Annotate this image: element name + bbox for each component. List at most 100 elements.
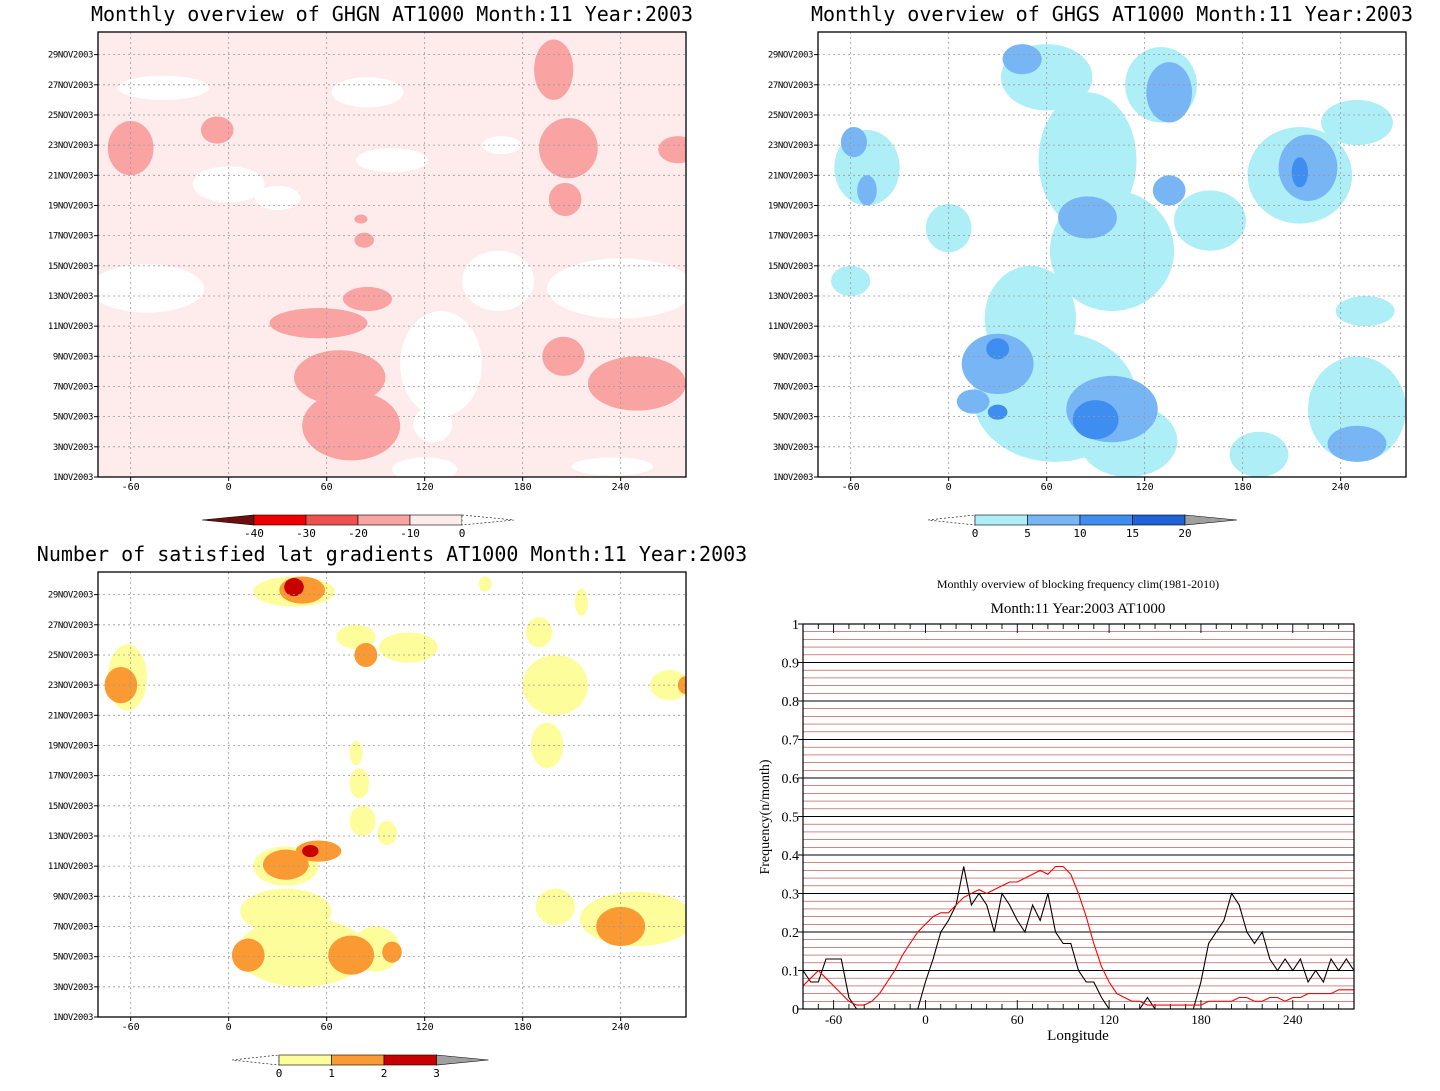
y-tick-label: 25NOV2003 xyxy=(48,651,93,661)
colorbar-box xyxy=(278,1054,332,1066)
y-tick-label: 17NOV2003 xyxy=(48,232,93,242)
ghgs-title: Monthly overview of GHGS AT1000 Month:11… xyxy=(811,2,1413,26)
y-tick-label: 25NOV2003 xyxy=(48,111,93,121)
colorbar-over-arrow xyxy=(436,1054,489,1066)
y-tick-label: 19NOV2003 xyxy=(768,201,813,211)
colorbar-box xyxy=(253,514,307,526)
x-tick-label: 120 xyxy=(416,1022,434,1033)
y-tick-label: 5NOV2003 xyxy=(773,413,813,423)
y-tick-label: 19NOV2003 xyxy=(48,741,93,751)
colorbar-label: -20 xyxy=(348,527,368,540)
contour-region xyxy=(200,116,234,144)
contour-region xyxy=(522,654,588,716)
lat-gradients-title: Number of satisfied lat gradients AT1000… xyxy=(37,542,747,566)
contour-region xyxy=(677,676,686,695)
field-gap xyxy=(547,258,686,319)
y-tick-label: 9NOV2003 xyxy=(53,892,93,902)
ghgn-panel: Monthly overview of GHGN AT1000 Month:11… xyxy=(48,2,693,540)
colorbar-label: 0 xyxy=(459,527,466,540)
x-tick-label: 60 xyxy=(1041,482,1053,493)
y-tick-label: 23NOV2003 xyxy=(48,681,93,691)
y-tick-label: 21NOV2003 xyxy=(48,171,93,181)
colorbar-label: 0 xyxy=(972,527,979,540)
contour-region xyxy=(378,632,438,663)
blocking-title: Monthly overview of blocking frequency c… xyxy=(937,577,1219,591)
colorbar-box xyxy=(409,514,463,526)
field-gap xyxy=(356,148,428,173)
contour-region xyxy=(831,265,871,296)
y-tick-label: 11NOV2003 xyxy=(48,322,93,332)
x-tick-label: 60 xyxy=(321,482,333,493)
x-tick-label: 120 xyxy=(416,482,434,493)
colorbar-over-arrow xyxy=(1184,514,1238,526)
y-tick-label: 17NOV2003 xyxy=(768,232,813,242)
contour-region xyxy=(336,624,376,649)
y-tick-label: 1NOV2003 xyxy=(53,473,93,483)
contour-region xyxy=(349,805,376,836)
x-tick-label: 60 xyxy=(321,1022,333,1033)
y-tick-label: 3NOV2003 xyxy=(773,443,813,453)
y-tick-label: 11NOV2003 xyxy=(48,862,93,872)
x-tick-label: 0 xyxy=(946,482,952,493)
contour-region xyxy=(1152,175,1186,206)
y-tick-label: 27NOV2003 xyxy=(48,621,93,631)
ghgs-panel: Monthly overview of GHGS AT1000 Month:11… xyxy=(768,2,1413,540)
colorbar-over-arrow xyxy=(461,514,515,526)
colorbar-under-arrow xyxy=(201,514,255,526)
colorbar-box xyxy=(383,1054,437,1066)
contour-region xyxy=(104,667,138,704)
contour-region xyxy=(840,127,868,158)
y-tick-label: 15NOV2003 xyxy=(768,262,813,272)
x-tick-label: 0 xyxy=(226,482,232,493)
y-tick-label: 5NOV2003 xyxy=(53,953,93,963)
contour-region xyxy=(548,182,582,217)
y-tick-label: 17NOV2003 xyxy=(48,772,93,782)
contour-region xyxy=(588,356,686,411)
y-tick-label: 0.4 xyxy=(782,849,800,864)
y-tick-label: 7NOV2003 xyxy=(773,382,813,392)
y-tick-label: 0 xyxy=(792,1003,799,1018)
y-tick-label: 29NOV2003 xyxy=(48,591,93,601)
colorbar: 0 5 10 15 20 xyxy=(927,514,1238,540)
field-gap xyxy=(254,185,301,210)
contour-region xyxy=(354,232,375,248)
field-gap xyxy=(117,75,210,100)
y-tick-label: 0.3 xyxy=(782,888,800,903)
colorbar-box xyxy=(1132,514,1186,526)
blocking-subtitle: Month:11 Year:2003 AT1000 xyxy=(991,601,1166,617)
colorbar-label: 1 xyxy=(328,1067,335,1080)
plot-frame xyxy=(97,571,687,1018)
y-tick-label: 0.2 xyxy=(782,926,800,941)
y-tick-label: 21NOV2003 xyxy=(48,711,93,721)
colorbar-under-arrow xyxy=(927,514,976,526)
colorbar: -40 -30 -20 -10 0 xyxy=(201,514,515,540)
contour-region xyxy=(658,136,686,164)
y-tick-label: 3NOV2003 xyxy=(53,983,93,993)
contour-region xyxy=(328,935,375,975)
contour-region xyxy=(956,389,990,414)
contour-region xyxy=(240,888,332,935)
x-tick-label: -60 xyxy=(825,1012,842,1027)
ghgn-title: Monthly overview of GHGN AT1000 Month:11… xyxy=(91,2,693,26)
colorbar-label: 3 xyxy=(433,1067,440,1080)
colorbar-label: -10 xyxy=(400,527,420,540)
y-tick-label: 0.8 xyxy=(782,695,800,710)
y-tick-label: 5NOV2003 xyxy=(53,413,93,423)
y-tick-label: 29NOV2003 xyxy=(48,51,93,61)
contour-region xyxy=(534,39,574,100)
colorbar-box xyxy=(1079,514,1133,526)
contour-region xyxy=(354,642,378,668)
contour-region xyxy=(302,845,319,858)
contour-region xyxy=(1146,62,1193,123)
plot-frame xyxy=(817,31,1407,478)
contour-region xyxy=(294,350,386,405)
series-line-clim xyxy=(802,865,1354,1006)
series-line-year xyxy=(802,866,1355,1010)
x-tick-label: 60 xyxy=(1011,1012,1024,1027)
x-tick-label: 180 xyxy=(514,1022,532,1033)
y-tick-label: 9NOV2003 xyxy=(773,352,813,362)
x-tick-label: 240 xyxy=(1283,1012,1303,1027)
blocking-xlabel: Longitude xyxy=(1047,1028,1109,1044)
colorbar-box xyxy=(974,514,1028,526)
contour-region xyxy=(1002,44,1042,75)
